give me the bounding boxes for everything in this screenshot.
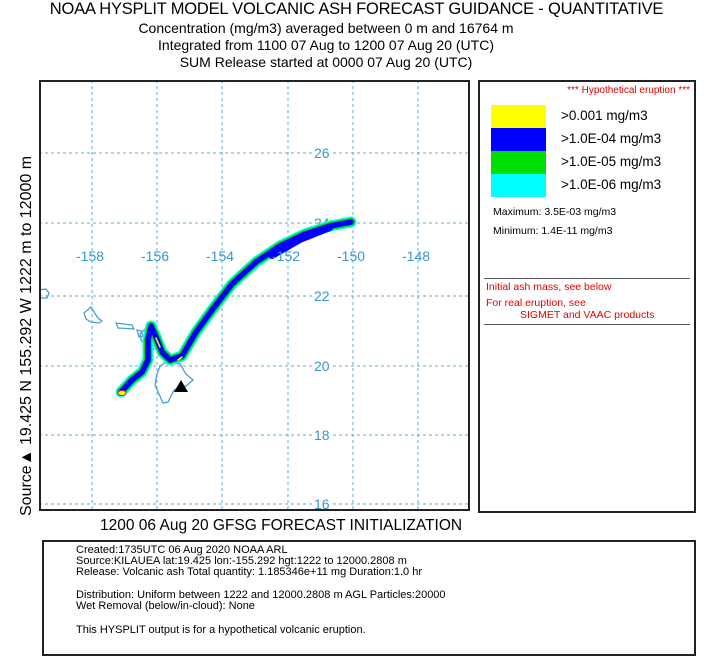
svg-text:22: 22: [314, 288, 330, 304]
minimum-concentration: Minimum: 1.4E-11 mg/m3: [493, 225, 613, 237]
legend-swatch-blue: [491, 128, 546, 151]
svg-text:-158: -158: [76, 248, 104, 264]
release-info: Release: Volcanic ash Total quantity: 1.…: [76, 566, 423, 578]
longitude-ticks: -158 -156 -154 -152 -150 -148: [76, 248, 430, 264]
map-grid: [41, 82, 468, 509]
legend-label-1: >1.0E-04 mg/m3: [561, 131, 662, 146]
svg-text:18: 18: [314, 427, 330, 443]
ash-plume: [115, 216, 357, 398]
integration-subtitle: Integrated from 1100 07 Aug to 1200 07 A…: [158, 37, 494, 53]
run-info-box: Created:1735UTC 06 Aug 2020 NOAA ARL Sou…: [42, 540, 696, 656]
hawaiian-islands: [41, 288, 194, 404]
svg-text:-148: -148: [402, 248, 430, 264]
hypothetical-eruption-heading: *** Hypothetical eruption ***: [567, 85, 690, 96]
svg-text:-152: -152: [272, 248, 300, 264]
initial-ash-note: Initial ash mass, see below: [486, 281, 612, 293]
forecast-initialization: 1200 06 Aug 20 GFSG FORECAST INITIALIZAT…: [100, 517, 463, 534]
oahu-island-outline: [83, 306, 104, 324]
release-subtitle: SUM Release started at 0000 07 Aug 20 (U…: [179, 54, 473, 70]
legend-swatch-green: [491, 151, 546, 174]
legend-panel: *** Hypothetical eruption *** >0.001 mg/…: [478, 80, 696, 513]
legend-label-3: >1.0E-06 mg/m3: [561, 177, 662, 192]
hypothetical-disclaimer: This HYSPLIT output is for a hypothetica…: [76, 624, 366, 636]
legend-divider-bottom: [484, 324, 690, 325]
legend-swatch-yellow: [491, 105, 546, 128]
niihau-island-outline: [41, 288, 50, 299]
source-location-label: Source▲ 19.425 N 155.292 W 1222 m to 120…: [18, 155, 35, 516]
source-info: Source:KILAUEA lat:19.425 lon:-155.292 h…: [76, 555, 407, 567]
chart-title: NOAA HYSPLIT MODEL VOLCANIC ASH FORECAST…: [49, 0, 664, 18]
svg-text:-156: -156: [141, 248, 169, 264]
legend-label-0: >0.001 mg/m3: [561, 108, 648, 123]
svg-text:26: 26: [314, 145, 330, 161]
map-panel: 26 24 22 20 18 16: [39, 80, 470, 511]
wet-removal-info: Wet Removal (below/in-cloud): None: [76, 600, 255, 612]
legend-swatch-cyan: [491, 174, 546, 197]
svg-text:20: 20: [314, 358, 330, 374]
legend-divider-top: [484, 278, 690, 279]
distribution-info: Distribution: Uniform between 1222 and 1…: [76, 589, 446, 601]
volcano-source-triangle-icon: [174, 380, 188, 392]
legend-label-2: >1.0E-05 mg/m3: [561, 154, 662, 169]
latitude-ticks: 26 24 22 20 18 16: [313, 145, 333, 511]
maximum-concentration: Maximum: 3.5E-03 mg/m3: [493, 206, 617, 218]
concentration-subtitle: Concentration (mg/m3) averaged between 0…: [138, 20, 514, 36]
ash-map: 26 24 22 20 18 16: [41, 82, 468, 511]
big-island-outline: [154, 360, 194, 404]
svg-text:-150: -150: [337, 248, 365, 264]
created-info: Created:1735UTC 06 Aug 2020 NOAA ARL: [76, 544, 288, 556]
molokai-island-outline: [114, 322, 136, 330]
max-concentration-spot: [117, 390, 127, 396]
lanai-island-outline: [136, 329, 144, 338]
sigmet-vaac-note: SIGMET and VAAC products: [520, 309, 655, 321]
real-eruption-note: For real eruption, see: [486, 297, 586, 309]
svg-text:16: 16: [314, 496, 330, 511]
svg-text:-154: -154: [206, 248, 234, 264]
